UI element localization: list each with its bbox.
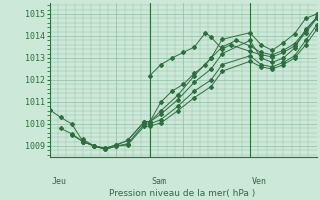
- Text: Pression niveau de la mer( hPa ): Pression niveau de la mer( hPa ): [109, 189, 256, 198]
- Text: Jeu: Jeu: [51, 177, 66, 186]
- Text: Sam: Sam: [151, 177, 166, 186]
- Text: Ven: Ven: [252, 177, 267, 186]
